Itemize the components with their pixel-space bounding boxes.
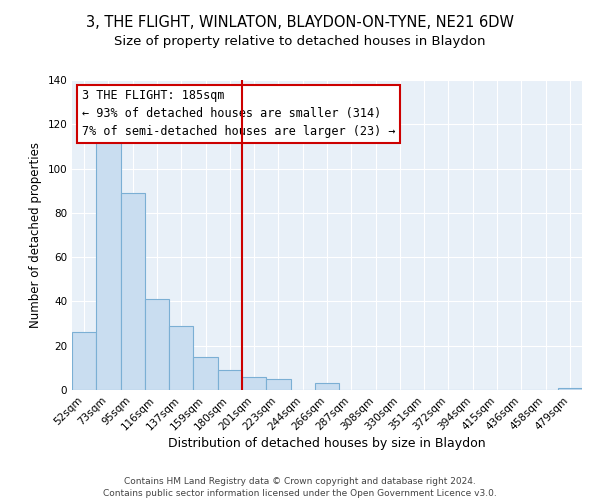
Bar [121, 193, 145, 390]
Bar [193, 357, 218, 390]
Bar [242, 376, 266, 390]
Text: Contains HM Land Registry data © Crown copyright and database right 2024.
Contai: Contains HM Land Registry data © Crown c… [103, 476, 497, 498]
X-axis label: Distribution of detached houses by size in Blaydon: Distribution of detached houses by size … [168, 438, 486, 450]
Bar [558, 388, 582, 390]
Bar [315, 384, 339, 390]
Bar [218, 370, 242, 390]
Bar [96, 133, 121, 390]
Text: 3 THE FLIGHT: 185sqm
← 93% of detached houses are smaller (314)
7% of semi-detac: 3 THE FLIGHT: 185sqm ← 93% of detached h… [82, 90, 396, 138]
Bar [72, 332, 96, 390]
Text: 3, THE FLIGHT, WINLATON, BLAYDON-ON-TYNE, NE21 6DW: 3, THE FLIGHT, WINLATON, BLAYDON-ON-TYNE… [86, 15, 514, 30]
Y-axis label: Number of detached properties: Number of detached properties [29, 142, 42, 328]
Bar [145, 299, 169, 390]
Text: Size of property relative to detached houses in Blaydon: Size of property relative to detached ho… [114, 35, 486, 48]
Bar [169, 326, 193, 390]
Bar [266, 379, 290, 390]
